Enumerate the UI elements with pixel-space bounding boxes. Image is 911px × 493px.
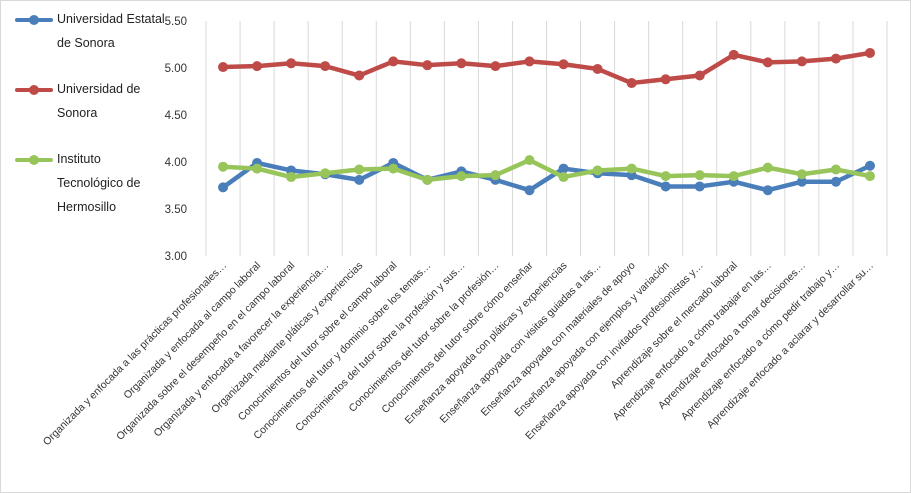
y-tick-label: 4.50 [165, 110, 187, 122]
data-point [286, 172, 297, 183]
data-point [218, 62, 229, 73]
legend-marker-ues [29, 15, 39, 25]
data-point [796, 169, 807, 180]
x-tick-label: Aprendizaje sobre el mercado laboral [608, 260, 739, 391]
data-point [592, 165, 603, 176]
legend-label-ith-line1: Instituto [57, 152, 101, 166]
data-point [762, 57, 773, 68]
data-point [218, 182, 229, 193]
data-point [626, 78, 637, 89]
data-point [558, 163, 569, 174]
series-2 [218, 47, 875, 89]
data-point [320, 168, 331, 179]
series-3 [218, 155, 875, 185]
legend-swatch-unison [15, 85, 53, 95]
data-point [422, 60, 433, 71]
data-point [524, 185, 535, 196]
legend-label-ith-line2: Tecnológico de [57, 176, 141, 190]
legend-swatch-ues [15, 15, 53, 25]
data-point [388, 56, 399, 67]
x-tick-label: Enseñanza apoyada con visitas guiadas a … [438, 260, 604, 426]
data-point [660, 74, 671, 85]
data-point [592, 63, 603, 74]
data-point [524, 155, 535, 166]
data-point [286, 58, 297, 69]
data-point [728, 171, 739, 182]
data-point [796, 56, 807, 67]
series-line [220, 157, 873, 183]
x-axis: Organizada y enfocada a las prácticas pr… [41, 259, 876, 448]
data-point [354, 164, 365, 175]
legend-label-ues-line2: de Sonora [57, 36, 115, 50]
data-point [252, 61, 263, 72]
y-axis: 3.00 3.50 4.00 4.50 5.00 5.50 [165, 16, 187, 263]
data-point [660, 171, 671, 182]
data-point [252, 163, 263, 174]
data-point [694, 170, 705, 181]
data-point [456, 58, 467, 69]
legend-label-unison-line1: Universidad de [57, 82, 141, 96]
legend-label-ith-line3: Hermosillo [57, 200, 117, 214]
y-tick-label: 5.50 [165, 16, 187, 28]
data-point [490, 170, 501, 181]
data-point [830, 176, 841, 187]
data-point [694, 70, 705, 81]
data-point [422, 174, 433, 185]
data-point [354, 174, 365, 185]
series-line [220, 160, 873, 193]
data-point [796, 176, 807, 187]
data-point [524, 56, 535, 67]
x-tick-label: Aprendizaje enfocado a cómo pedir trabaj… [679, 260, 842, 423]
x-tick-label: Conocimientos del tutor sobre el campo l… [236, 260, 400, 424]
legend-marker-unison [29, 85, 39, 95]
data-point [456, 171, 467, 182]
data-point [830, 164, 841, 175]
data-point [864, 47, 875, 58]
data-point [558, 59, 569, 70]
y-tick-label: 4.00 [165, 157, 187, 169]
data-point [864, 171, 875, 182]
data-point [218, 161, 229, 172]
data-point [626, 163, 637, 174]
series-line [220, 50, 873, 86]
x-tick-label: Aprendizaje enfocado a cómo trabajar en … [611, 260, 774, 423]
y-tick-label: 3.00 [165, 251, 187, 263]
data-point [558, 172, 569, 183]
legend-marker-ith [29, 155, 39, 165]
legend-label-unison-line2: Sonora [57, 106, 98, 120]
data-point [354, 70, 365, 81]
gridlines [205, 21, 888, 256]
data-point [660, 181, 671, 192]
legend-swatch-ith [15, 155, 53, 165]
data-point [762, 185, 773, 196]
data-point [694, 181, 705, 192]
series-group [218, 47, 875, 196]
data-point [762, 162, 773, 173]
data-point [320, 61, 331, 72]
data-point [388, 163, 399, 174]
legend-label-ues-line1: Universidad Estatal [57, 12, 165, 26]
data-point [864, 160, 875, 171]
data-point [830, 53, 841, 64]
data-point [490, 61, 501, 72]
y-tick-label: 5.00 [165, 63, 187, 75]
data-point [728, 49, 739, 60]
y-tick-label: 3.50 [165, 204, 187, 216]
